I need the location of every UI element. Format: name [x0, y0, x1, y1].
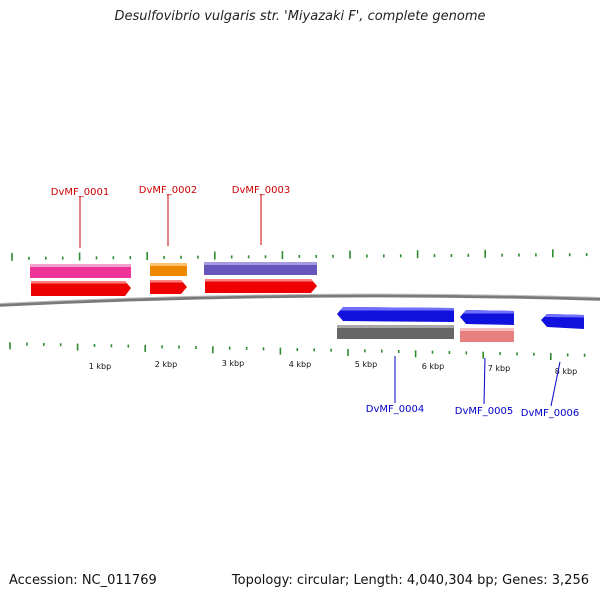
gene-label: DvMF_0003	[232, 185, 290, 196]
scale-labels: 1 kbp 2 kbp 3 kbp 4 kbp 5 kbp 6 kbp 7 kbp 8 kbp	[89, 359, 577, 376]
map-title: Desulfovibrio vulgaris str. 'Miyazaki F'…	[114, 9, 486, 24]
gene-dvmf-0005[interactable]: DvMF_0005	[455, 310, 514, 417]
scale-label: 1 kbp	[89, 362, 111, 371]
accession-text: Accession: NC_011769	[9, 573, 157, 588]
product-bar	[150, 263, 187, 276]
product-bar	[460, 328, 514, 342]
gene-dvmf-0004[interactable]: DvMF_0004	[337, 307, 454, 415]
gene-dvmf-0001[interactable]: DvMF_0001	[30, 187, 131, 296]
gene-arrow	[150, 280, 187, 294]
product-bar	[30, 264, 131, 278]
ticks-forward	[11, 249, 588, 261]
product-bar	[337, 325, 454, 339]
scale-label: 3 kbp	[222, 359, 244, 368]
gene-arrow	[205, 279, 317, 293]
gene-dvmf-0003[interactable]: DvMF_0003	[204, 185, 317, 293]
scale-label: 4 kbp	[289, 360, 311, 369]
scale-label: 2 kbp	[155, 360, 177, 369]
genome-backbone	[0, 293, 600, 307]
gene-arrow	[460, 310, 514, 325]
gene-label: DvMF_0005	[455, 406, 513, 417]
gene-dvmf-0002[interactable]: DvMF_0002	[139, 185, 197, 294]
gene-label: DvMF_0006	[521, 408, 579, 419]
gene-dvmf-0006[interactable]: DvMF_0006	[521, 314, 584, 419]
gene-label: DvMF_0001	[51, 187, 109, 198]
scale-label: 6 kbp	[422, 362, 444, 371]
scale-label: 5 kbp	[355, 360, 377, 369]
gene-arrow	[337, 307, 454, 322]
gene-label: DvMF_0002	[139, 185, 197, 196]
scale-label: 8 kbp	[555, 367, 577, 376]
gene-arrow	[31, 281, 131, 296]
gene-arrow	[541, 314, 584, 329]
product-bar	[204, 262, 317, 275]
ticks-reverse	[9, 342, 586, 361]
gene-label: DvMF_0004	[366, 404, 424, 415]
scale-label: 7 kbp	[488, 364, 510, 373]
topology-summary: Topology: circular; Length: 4,040,304 bp…	[231, 573, 589, 588]
